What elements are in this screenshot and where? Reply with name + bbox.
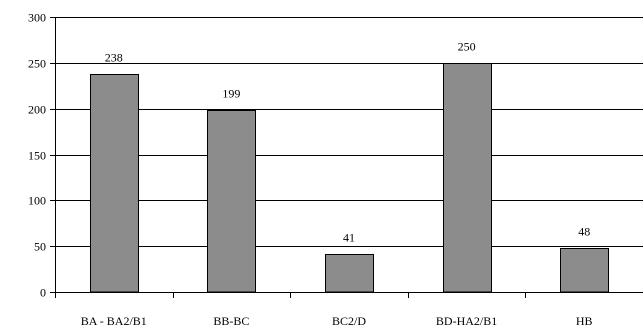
category-label-4: BD-HA2/B1 — [436, 314, 497, 328]
data-label-5: 48 — [578, 225, 590, 239]
category-label-2: BB-BC — [213, 314, 249, 328]
y-tick-label-150: 150 — [28, 149, 46, 163]
category-label-5: HB — [576, 314, 593, 328]
labels: 0 50 100 150 200 250 300 238 BA - BA2/B1 199 BB-BC… — [28, 11, 593, 329]
y-tick-label-200: 200 — [28, 103, 46, 117]
y-tick-label-50: 50 — [34, 240, 46, 254]
category-label-1: BA - BA2/B1 — [81, 314, 147, 328]
bars — [90, 63, 609, 293]
bar-1 — [90, 74, 139, 293]
axes — [50, 17, 643, 298]
category-label-3: BC2/D — [332, 314, 366, 328]
y-tick-label-300: 300 — [28, 11, 46, 25]
bar-2 — [207, 110, 256, 293]
gridlines — [55, 17, 643, 247]
data-label-3: 41 — [343, 231, 355, 245]
y-tick-label-250: 250 — [28, 57, 46, 71]
data-label-1: 238 — [105, 51, 123, 65]
bar-4 — [443, 63, 492, 293]
y-tick-label-0: 0 — [40, 286, 46, 300]
y-tick-label-100: 100 — [28, 194, 46, 208]
data-label-2: 199 — [222, 87, 240, 101]
bar-3 — [325, 254, 374, 293]
data-label-4: 250 — [458, 40, 476, 54]
bar-5 — [560, 248, 609, 293]
